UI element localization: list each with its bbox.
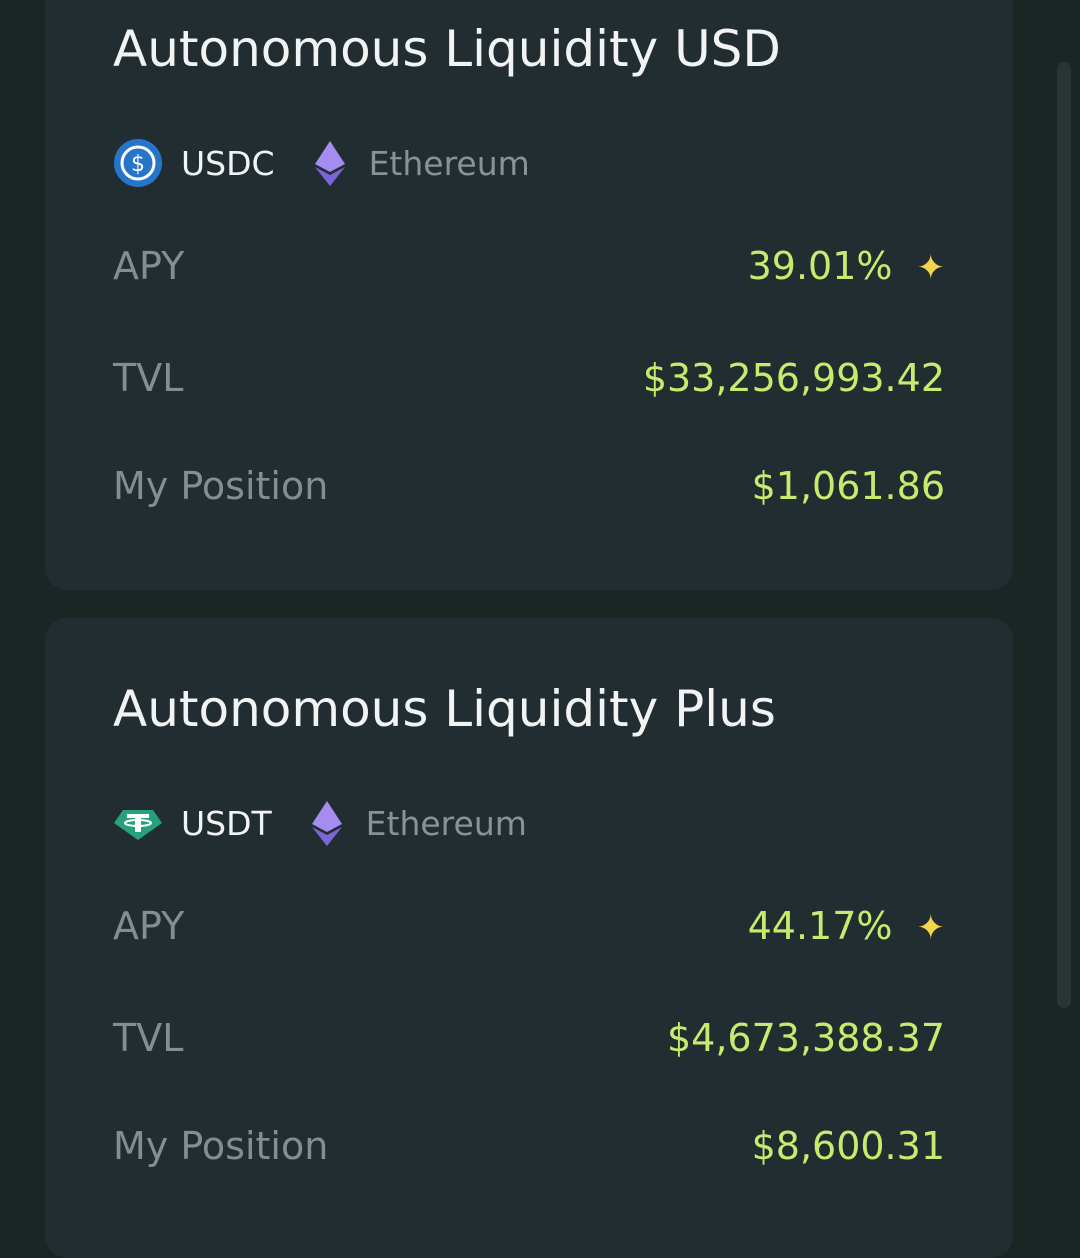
- sparkle-icon: ✦: [916, 248, 946, 288]
- value: 44.17%: [747, 904, 893, 948]
- eth-icon: [314, 141, 345, 186]
- value-wrap: 44.17% ✦: [748, 904, 945, 948]
- usdc-icon: $: [114, 139, 162, 187]
- label: TVL: [113, 1016, 184, 1060]
- label: APY: [113, 244, 185, 288]
- value: $4,673,388.37: [666, 1016, 945, 1060]
- value: 39.01%: [747, 244, 893, 288]
- position-row: My Position $8,600.31: [113, 1116, 945, 1176]
- vault-title: Autonomous Liquidity USD: [113, 20, 781, 78]
- tvl-row: TVL $4,673,388.37: [113, 1008, 945, 1068]
- value-wrap: 39.01% ✦: [748, 244, 945, 288]
- apy-row: APY 39.01% ✦: [113, 236, 945, 296]
- value: $8,600.31: [751, 1124, 945, 1168]
- scrollbar[interactable]: [1057, 62, 1071, 1008]
- value: $1,061.86: [751, 464, 945, 508]
- apy-row: APY 44.17% ✦: [113, 896, 945, 956]
- screen: {"cards":[ {"title":"Autonomous Liquidit…: [45, 0, 1071, 1258]
- vault-title: Autonomous Liquidity Plus: [113, 680, 776, 738]
- label: APY: [113, 904, 185, 948]
- tvl-row: TVL $33,256,993.42: [113, 348, 945, 408]
- label: TVL: [113, 356, 184, 400]
- svg-text:$: $: [131, 152, 145, 177]
- network-name: Ethereum: [365, 803, 527, 843]
- position-row: My Position $1,061.86: [113, 456, 945, 516]
- usdt-icon: [114, 810, 162, 840]
- token-name: USDC: [181, 143, 275, 183]
- eth-icon: [311, 801, 342, 846]
- token-row: USDT Ethereum: [113, 798, 527, 848]
- label: My Position: [113, 1124, 329, 1168]
- vault-card[interactable]: Autonomous Liquidity Plus USDT Ethereum …: [45, 618, 1013, 1258]
- sparkle-icon: ✦: [916, 908, 946, 948]
- token-name: USDT: [181, 803, 272, 843]
- value: $33,256,993.42: [642, 356, 945, 400]
- token-row: $ USDC Ethereum: [113, 138, 530, 188]
- network-name: Ethereum: [368, 143, 530, 183]
- label: My Position: [113, 464, 329, 508]
- vault-card[interactable]: Autonomous Liquidity USD $ USDC Ethereum…: [45, 0, 1013, 590]
